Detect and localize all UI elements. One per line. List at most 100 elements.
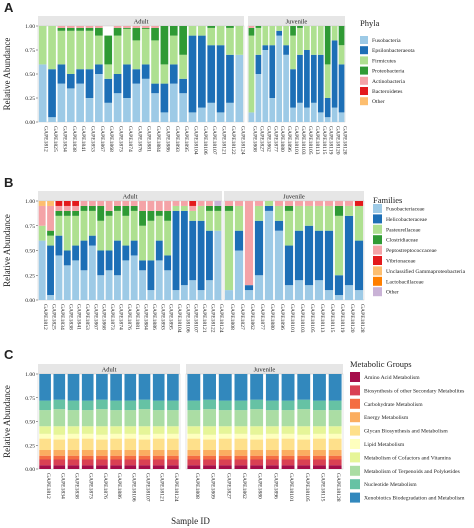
bar-segment	[167, 410, 179, 427]
bar-segment	[152, 438, 165, 450]
y-tick-label: 0.75	[25, 396, 35, 402]
bar-segment	[164, 210, 172, 221]
bar-segment	[96, 439, 108, 450]
bar-segment	[234, 374, 248, 401]
bar-segment	[63, 210, 71, 216]
bar-segment	[55, 235, 63, 256]
bar-segment	[85, 69, 94, 98]
bar-segment	[218, 374, 232, 401]
x-tick-label: GAPE18107	[145, 473, 151, 502]
bar-segment	[218, 459, 232, 466]
x-tick-label: GAPE18113	[319, 304, 325, 333]
bar-segment	[203, 455, 216, 460]
legend-swatch	[350, 385, 360, 396]
x-tick-label: GAPE18105	[307, 126, 313, 155]
x-tick-label: GAPE1867	[99, 126, 105, 152]
bar-segment	[250, 459, 264, 466]
bar-segment	[224, 210, 234, 291]
facet-label: Juvenile	[286, 19, 308, 26]
bar-segment	[297, 465, 311, 469]
y-tick-label: 0.00	[25, 467, 35, 473]
bar-segment	[276, 35, 283, 122]
bar-segment	[105, 201, 113, 211]
bar-segment	[76, 27, 84, 31]
bar-segment	[179, 26, 187, 55]
bar-segment	[132, 83, 141, 122]
bar-segment	[114, 240, 121, 276]
x-tick-label: GAPE1874	[117, 304, 123, 330]
bar-segment	[234, 410, 248, 427]
x-tick-label: GAPE1895	[183, 126, 189, 152]
bar-segment	[88, 201, 96, 206]
bar-segment	[130, 240, 138, 256]
bar-segment	[187, 410, 201, 427]
bar-segment	[130, 205, 138, 211]
bar-segment	[265, 374, 279, 401]
bar-segment	[218, 465, 232, 469]
bar-segment	[160, 83, 169, 113]
x-tick-label: GAPE18101	[288, 473, 294, 502]
legend-label: Peptostreptococcaceae	[386, 248, 437, 254]
x-tick-label: GAPE1886	[151, 304, 157, 330]
bar-segment	[72, 210, 80, 216]
bar-segment	[39, 426, 51, 434]
panel-letter: B	[4, 175, 13, 190]
bar-segment	[254, 205, 264, 221]
bar-segment	[262, 26, 269, 46]
bar-segment	[255, 26, 262, 28]
bar-segment	[53, 465, 66, 469]
bar-segment	[235, 54, 244, 122]
bar-segment	[67, 374, 80, 401]
bar-segment	[85, 98, 94, 122]
bar-segment	[297, 426, 311, 435]
bar-segment	[147, 210, 155, 221]
bar-segment	[138, 399, 151, 410]
bar-segment	[313, 426, 326, 434]
bar-segment	[304, 26, 310, 50]
x-tick-label: GAPE1877	[272, 126, 278, 152]
x-tick-label: GAPE1867	[92, 304, 98, 330]
bar-segment	[76, 30, 84, 70]
y-axis-title: Relative Abundance	[2, 38, 12, 111]
bar-segment	[234, 438, 248, 450]
legend-label: Glycan Biosynthesis and Metabolism	[364, 429, 448, 435]
bar-segment	[304, 205, 314, 226]
bar-segment	[110, 400, 122, 411]
legend-swatch	[373, 224, 382, 234]
x-tick-label: GAPE1853	[84, 304, 90, 330]
bar-segment	[48, 26, 56, 70]
legend-label: Pasteurellaceae	[386, 227, 421, 233]
bar-segment	[274, 220, 284, 231]
bar-segment	[55, 255, 63, 300]
bar-segment	[132, 40, 141, 70]
x-tick-label: GAPE18101	[289, 304, 295, 333]
bar-segment	[198, 35, 206, 108]
bar-segment	[96, 426, 108, 435]
x-tick-label: GAPE18103	[300, 126, 306, 155]
bar-segment	[80, 201, 88, 206]
bar-segment	[104, 35, 113, 65]
legend-swatch	[373, 266, 382, 276]
x-tick-label: GAPE1841	[80, 126, 86, 152]
bar-segment	[139, 225, 146, 261]
legend-swatch	[373, 256, 382, 265]
bar-segment	[250, 426, 264, 435]
panel-c: C 0.00 0.25 0.50 0.75 1.00 Relative Abundance A…	[2, 347, 465, 526]
y-tick-label: 0.75	[25, 224, 35, 230]
bar-segment	[234, 400, 248, 411]
bar-segment	[310, 54, 317, 103]
bar-segment	[324, 98, 331, 118]
bar-segment	[67, 400, 80, 411]
legend-swatch	[350, 439, 360, 449]
legend-swatch	[373, 276, 382, 286]
bar-segment	[138, 409, 151, 427]
bar-segment	[250, 409, 264, 427]
x-tick-label: GAPE18104	[176, 304, 182, 333]
bar-segment	[244, 201, 254, 286]
bar-segment	[47, 295, 54, 300]
bar-segment	[294, 280, 304, 300]
x-tick-label: GAPE18121	[221, 126, 227, 155]
bar-segment	[265, 426, 279, 434]
bar-segment	[334, 295, 344, 300]
